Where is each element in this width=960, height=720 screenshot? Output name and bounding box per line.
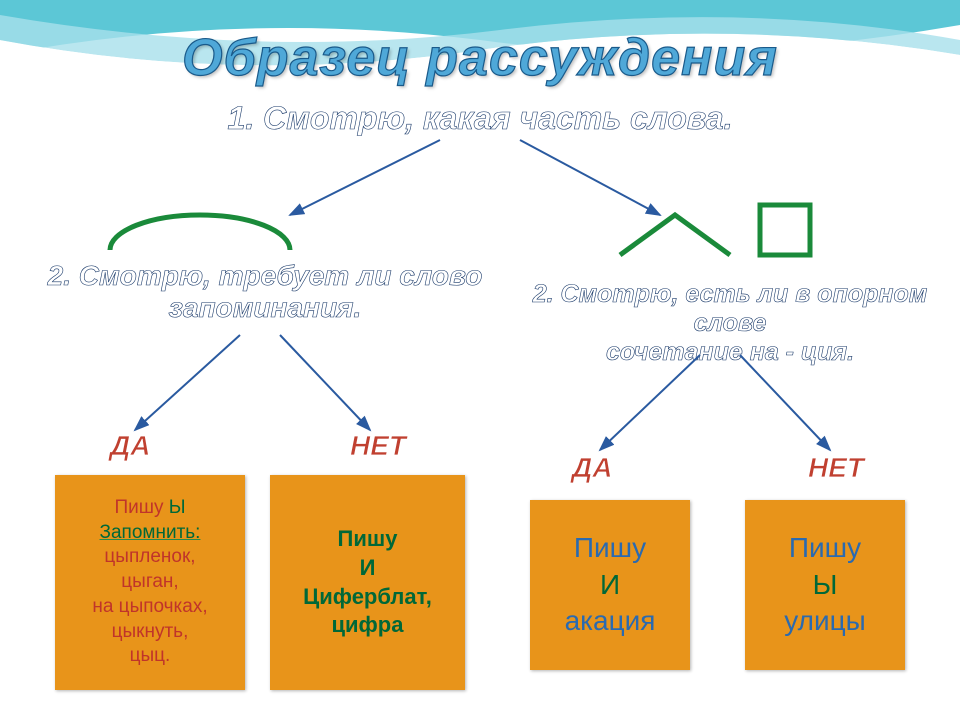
step1-text: 1. Смотрю, какая часть слова. [220, 100, 740, 137]
box-write-i-akatsia: ПишуИакация [530, 500, 690, 670]
box-write-y-remember: Пишу ЫЗапомнить: цыпленок,цыган,на цыпоч… [55, 475, 245, 690]
left-step2-text: 2. Смотрю, требует ли словозапоминания. [30, 260, 500, 324]
right-da-label: ДА [572, 452, 612, 484]
left-da-label: ДА [110, 430, 150, 462]
box-write-i-examples: ПишуИ Циферблат,цифра [270, 475, 465, 690]
right-net-label: НЕТ [808, 452, 864, 484]
right-step2-text: 2. Смотрю, есть ли в опорном словесочета… [500, 280, 960, 367]
main-title: Образец рассуждения [0, 28, 960, 88]
left-net-label: НЕТ [350, 430, 406, 462]
box-write-y-ulitsy: ПишуЫулицы [745, 500, 905, 670]
